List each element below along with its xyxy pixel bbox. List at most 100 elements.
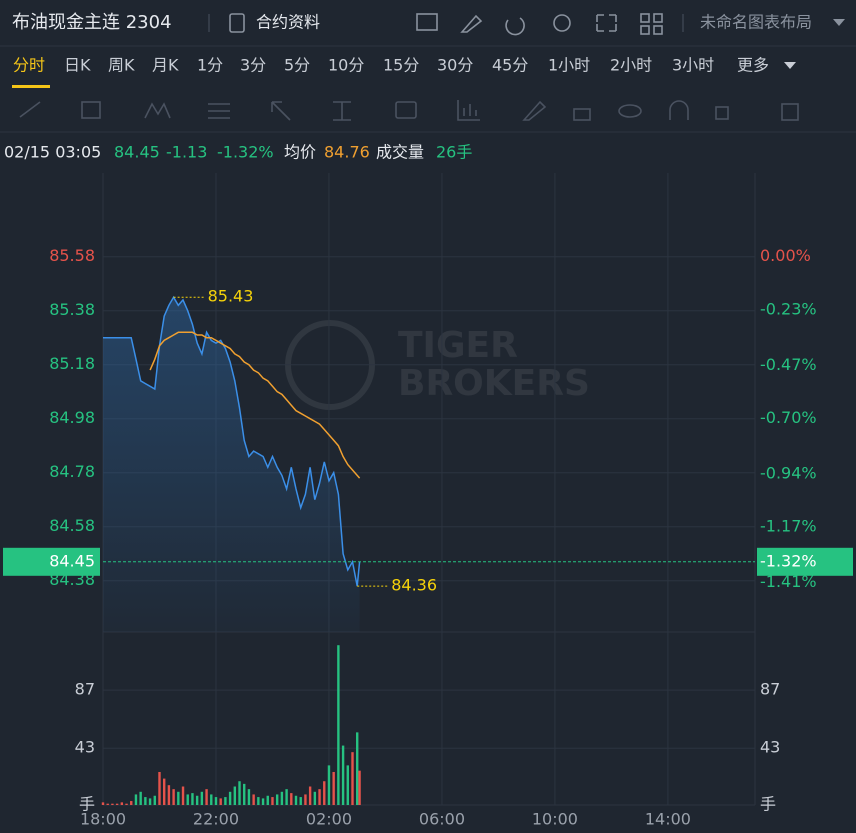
chart-icon[interactable] bbox=[416, 13, 438, 31]
period-tab[interactable]: 15分 bbox=[383, 56, 419, 75]
volume-bar bbox=[120, 802, 124, 805]
tool-text[interactable] bbox=[395, 101, 417, 119]
tool-wave[interactable] bbox=[144, 102, 171, 119]
volume-bar bbox=[111, 803, 114, 805]
volume-bar bbox=[186, 794, 189, 805]
tool-fib[interactable] bbox=[208, 103, 230, 119]
drawing-tools bbox=[19, 100, 799, 121]
y-tick-label: 84.78 bbox=[49, 462, 95, 481]
volume-bar bbox=[280, 791, 284, 805]
settings-icon[interactable] bbox=[553, 14, 571, 32]
volume-bar bbox=[205, 789, 208, 805]
contract-info[interactable]: 合约资料 bbox=[256, 13, 320, 32]
volume-bar bbox=[341, 745, 345, 805]
tool-rect[interactable] bbox=[81, 101, 101, 119]
volume-bar bbox=[167, 785, 171, 805]
volume-bar bbox=[139, 791, 142, 805]
volume-bar bbox=[308, 786, 312, 805]
volume-bar bbox=[144, 797, 147, 805]
period-tab[interactable]: 1分 bbox=[197, 56, 223, 75]
period-tab[interactable]: 月K bbox=[152, 56, 179, 75]
volume-bar bbox=[266, 795, 269, 805]
y2-tick-label: -0.47% bbox=[760, 355, 817, 374]
volume-bar bbox=[158, 771, 161, 805]
tool-indicator[interactable] bbox=[457, 100, 480, 121]
quote-avg: 84.76 bbox=[324, 143, 370, 162]
y2-tick-label: -0.70% bbox=[760, 408, 817, 427]
period-tab[interactable]: 30分 bbox=[437, 56, 473, 75]
volume-bar bbox=[106, 803, 109, 805]
undo-icon[interactable] bbox=[505, 17, 525, 36]
volume-tick-label-right: 43 bbox=[760, 738, 780, 757]
volume-bar bbox=[271, 797, 274, 805]
volume-bar bbox=[290, 793, 293, 805]
volume-bar bbox=[191, 793, 194, 805]
period-tab[interactable]: 3小时 bbox=[672, 56, 714, 75]
min-label: 84.36 bbox=[391, 576, 437, 595]
layout-arrow[interactable] bbox=[833, 19, 845, 26]
volume-bar bbox=[238, 781, 241, 805]
period-tab[interactable]: 更多 bbox=[737, 56, 769, 75]
edit-icon[interactable] bbox=[460, 14, 483, 33]
fullscreen-icon[interactable] bbox=[596, 14, 617, 32]
quote-volume: 26手 bbox=[436, 143, 472, 162]
volume-bar bbox=[318, 789, 321, 805]
y-tick-label: 85.58 bbox=[49, 246, 95, 265]
tool-line[interactable] bbox=[19, 101, 41, 118]
price-area bbox=[103, 297, 360, 632]
grid-icon-part bbox=[653, 25, 663, 35]
period-tab[interactable]: 10分 bbox=[328, 56, 364, 75]
tool-eye[interactable] bbox=[618, 104, 642, 118]
layout-name[interactable]: 未命名图表布局 bbox=[700, 13, 812, 32]
tool-lock[interactable] bbox=[573, 108, 591, 121]
volume-bar bbox=[257, 797, 260, 805]
volume-bar bbox=[162, 778, 166, 805]
volume-bar bbox=[327, 765, 331, 805]
period-tab[interactable]: 周K bbox=[108, 56, 135, 75]
period-tab[interactable]: 1小时 bbox=[548, 56, 590, 75]
volume-bar bbox=[219, 798, 222, 805]
tool-arrow[interactable] bbox=[271, 101, 291, 121]
volume-bar bbox=[252, 794, 255, 805]
grid-icon[interactable] bbox=[640, 13, 650, 23]
volume-bar bbox=[125, 803, 128, 805]
tool-pen[interactable] bbox=[522, 100, 547, 121]
price-line bbox=[103, 295, 361, 587]
volume-bar bbox=[261, 798, 265, 805]
volume-bar bbox=[134, 794, 138, 805]
y2-tick-label: -1.17% bbox=[760, 517, 817, 536]
volume-bar bbox=[243, 783, 246, 805]
period-tab[interactable]: 分时 bbox=[13, 56, 45, 75]
volume-bar bbox=[247, 789, 251, 805]
volume-bar bbox=[200, 791, 204, 805]
volume-tick-label: 43 bbox=[75, 738, 95, 757]
average-line bbox=[149, 331, 361, 479]
y2-tick-label: -1.41% bbox=[760, 572, 817, 591]
doc-icon[interactable] bbox=[229, 13, 245, 33]
period-tab[interactable]: 2小时 bbox=[610, 56, 652, 75]
tool-trash[interactable] bbox=[781, 103, 799, 121]
volume-bar bbox=[195, 795, 199, 805]
x-tick-label: 18:00 bbox=[80, 810, 126, 829]
volume-bar bbox=[101, 802, 105, 805]
period-tab[interactable]: 日K bbox=[64, 56, 91, 75]
y-tick-label: 85.18 bbox=[49, 354, 95, 373]
tool-magnet[interactable] bbox=[669, 100, 689, 120]
period-tab[interactable]: 3分 bbox=[240, 56, 266, 75]
quote-change-pct: -1.32% bbox=[217, 143, 274, 162]
period-tab[interactable]: 5分 bbox=[284, 56, 310, 75]
max-label: 85.43 bbox=[208, 287, 254, 306]
y-tick-label: 85.38 bbox=[49, 300, 95, 319]
watermark-text: TIGER bbox=[398, 325, 518, 366]
tool-layers[interactable] bbox=[715, 106, 729, 120]
y-tick-label: 84.98 bbox=[49, 408, 95, 427]
volume-bar bbox=[172, 789, 175, 805]
more-arrow[interactable] bbox=[784, 62, 796, 69]
tool-measure[interactable] bbox=[333, 101, 351, 121]
last-price-box bbox=[3, 547, 100, 576]
period-tab[interactable]: 45分 bbox=[492, 56, 528, 75]
grid-icon-part bbox=[653, 13, 663, 23]
volume-tick-label: 手 bbox=[79, 795, 95, 814]
volume-bar bbox=[181, 786, 185, 805]
